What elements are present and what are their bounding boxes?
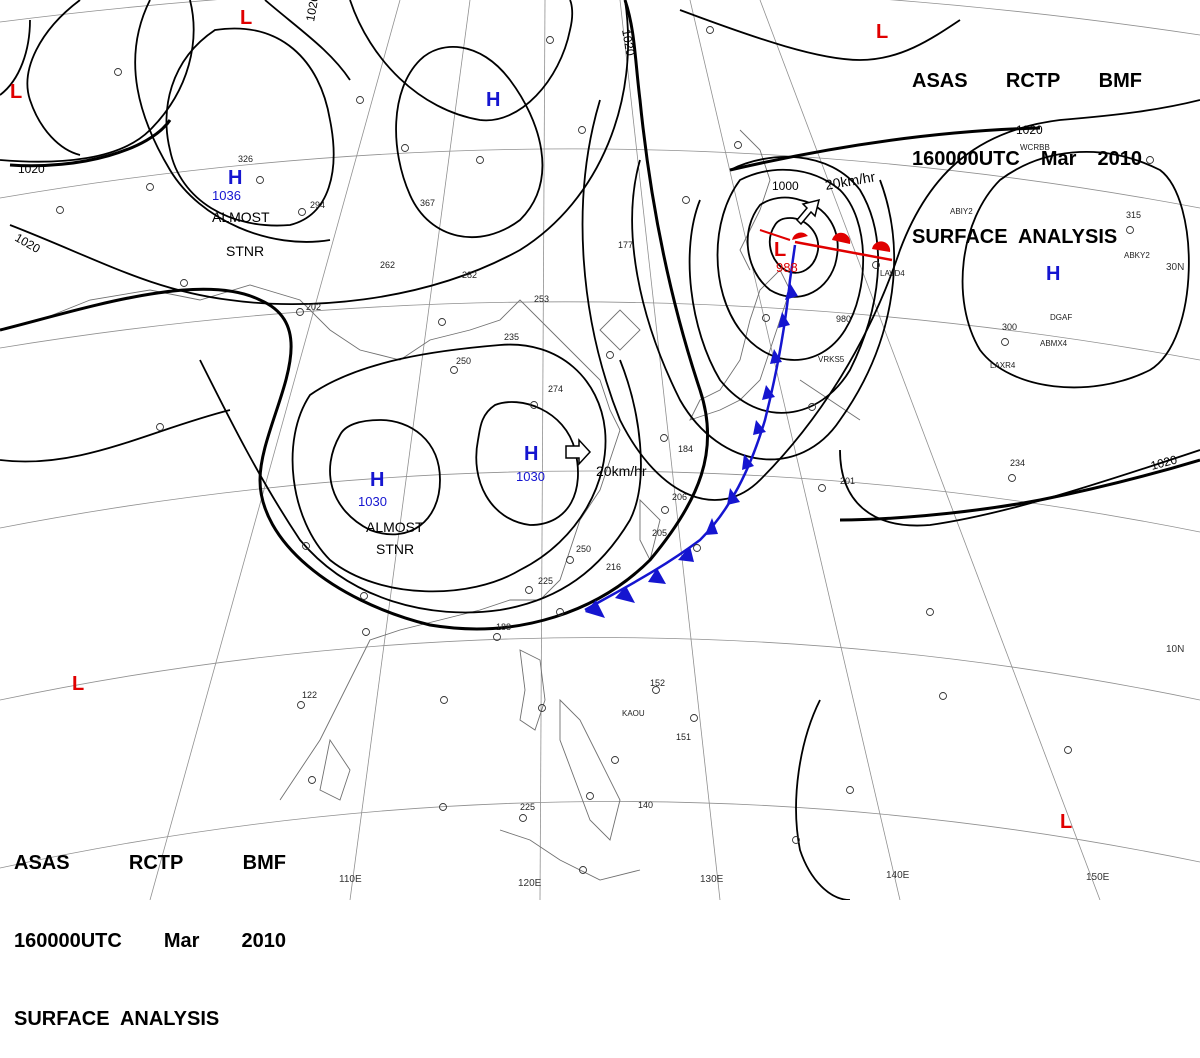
svg-text:L: L <box>1060 811 1072 833</box>
header-agency: ASAS <box>14 852 70 874</box>
high-center-note: STNR <box>226 243 264 259</box>
svg-text:122: 122 <box>302 690 317 700</box>
svg-text:184: 184 <box>678 444 693 454</box>
header-station: RCTP <box>1005 70 1061 92</box>
svg-text:ABKY2: ABKY2 <box>1124 251 1150 260</box>
longitude-grid <box>149 0 1101 900</box>
high-center-h: H <box>1046 263 1060 285</box>
svg-text:1020: 1020 <box>1016 123 1043 137</box>
svg-text:177: 177 <box>618 240 633 250</box>
svg-text:234: 234 <box>1010 458 1025 468</box>
svg-text:ABMX4: ABMX4 <box>1040 339 1068 348</box>
header-title: SURFACE ANALYSIS <box>14 1008 220 1030</box>
high-center-note: ALMOST <box>212 209 270 225</box>
header-code: BMF <box>242 852 286 874</box>
svg-text:188: 188 <box>496 622 511 632</box>
svg-text:ABIY2: ABIY2 <box>950 207 973 216</box>
svg-text:L: L <box>240 7 252 29</box>
header-code: BMF <box>1098 70 1142 92</box>
low-markers: L L L L L <box>10 7 1072 833</box>
header-year: 2010 <box>1097 148 1142 170</box>
header-title: SURFACE ANALYSIS <box>912 226 1118 248</box>
svg-text:L: L <box>876 21 888 43</box>
svg-text:1020: 1020 <box>619 28 637 57</box>
header-month: Mar <box>1040 148 1077 170</box>
lon-label: 150E <box>1086 872 1110 883</box>
svg-text:WCRBB: WCRBB <box>1020 143 1050 152</box>
svg-text:250: 250 <box>576 544 591 554</box>
svg-text:205: 205 <box>652 528 667 538</box>
graticule-labels: 110E 120E 130E 140E 150E 30N 10N <box>339 262 1184 889</box>
svg-text:262: 262 <box>380 260 395 270</box>
high-center-value: 1036 <box>212 188 241 203</box>
pressure-centers: H 1036 ALMOST STNR H 1030 ALMOST STNR H … <box>212 89 1060 557</box>
header-year: 2010 <box>241 930 286 952</box>
svg-text:L: L <box>10 81 22 103</box>
svg-text:L: L <box>72 673 84 695</box>
high-center-note: STNR <box>376 541 414 557</box>
header-time: 160000UTC <box>14 930 122 952</box>
high-center-h: H <box>524 443 538 465</box>
svg-text:294: 294 <box>310 200 325 210</box>
warm-front <box>759 229 893 262</box>
header-time: 160000UTC <box>912 148 1020 170</box>
chart-header-bottom: ASAS RCTP BMF 160000UTC Mar 2010 SURFACE ANA… <box>14 798 286 1058</box>
lon-label: 120E <box>518 878 542 889</box>
svg-text:225: 225 <box>538 576 553 586</box>
svg-text:274: 274 <box>548 384 563 394</box>
cold-front <box>584 244 798 618</box>
svg-text:300: 300 <box>1002 322 1017 332</box>
chart-header-top: ASAS RCTP BMF 160000UTC Mar 2010 SURFACE ANA… <box>912 16 1142 276</box>
svg-text:KAOU: KAOU <box>622 709 645 718</box>
isobars-1020 <box>0 0 1200 631</box>
svg-text:202: 202 <box>306 302 321 312</box>
svg-text:235: 235 <box>504 332 519 342</box>
low-center-value: 988 <box>776 260 798 275</box>
svg-text:315: 315 <box>1126 210 1141 220</box>
svg-text:225: 225 <box>520 802 535 812</box>
svg-text:DGAF: DGAF <box>1050 313 1072 322</box>
lon-label: 130E <box>700 874 724 885</box>
svg-text:1020: 1020 <box>1149 452 1179 473</box>
svg-text:140: 140 <box>638 800 653 810</box>
svg-text:980: 980 <box>836 314 851 324</box>
svg-text:206: 206 <box>672 492 687 502</box>
header-station: RCTP <box>128 852 184 874</box>
station-labels: KAOU ABMX4 DGAF LAXR4 ABIY2 ABKY2 WCRBB … <box>622 143 1150 718</box>
high-center-h: H <box>370 469 384 491</box>
svg-text:216: 216 <box>606 562 621 572</box>
motion-arrows <box>565 198 821 466</box>
svg-text:20km/hr: 20km/hr <box>596 463 647 479</box>
high-center-value: 1030 <box>516 469 545 484</box>
high-center-h: H <box>228 167 242 189</box>
station-markers <box>56 26 1154 874</box>
svg-text:LAVD4: LAVD4 <box>880 269 905 278</box>
svg-text:152: 152 <box>650 678 665 688</box>
svg-text:367: 367 <box>420 198 435 208</box>
high-center-note: ALMOST <box>366 519 424 535</box>
svg-text:282: 282 <box>462 270 477 280</box>
svg-text:253: 253 <box>534 294 549 304</box>
svg-text:1000: 1000 <box>772 179 799 193</box>
high-center-value: 1030 <box>358 494 387 509</box>
lon-label: 140E <box>886 870 910 881</box>
svg-text:201: 201 <box>840 476 855 486</box>
svg-text:1020: 1020 <box>18 162 45 176</box>
isobars <box>0 0 1200 900</box>
high-center-h: H <box>486 89 500 111</box>
lat-label: 30N <box>1166 262 1184 273</box>
weather-map: 1020 1020 1020 1020 1020 1020 1000 110E … <box>0 0 1200 900</box>
header-month: Mar <box>163 930 200 952</box>
svg-text:VRKS5: VRKS5 <box>818 355 845 364</box>
svg-text:1020: 1020 <box>303 0 321 23</box>
svg-text:LAXR4: LAXR4 <box>990 361 1016 370</box>
low-center-l: L <box>774 239 786 261</box>
svg-text:151: 151 <box>676 732 691 742</box>
header-agency: ASAS <box>912 70 968 92</box>
lon-label: 110E <box>339 874 362 885</box>
svg-text:326: 326 <box>238 154 253 164</box>
lat-label: 10N <box>1166 644 1184 655</box>
station-values: 326 294 367 262 282 253 235 250 274 202 … <box>238 154 1141 812</box>
svg-text:250: 250 <box>456 356 471 366</box>
